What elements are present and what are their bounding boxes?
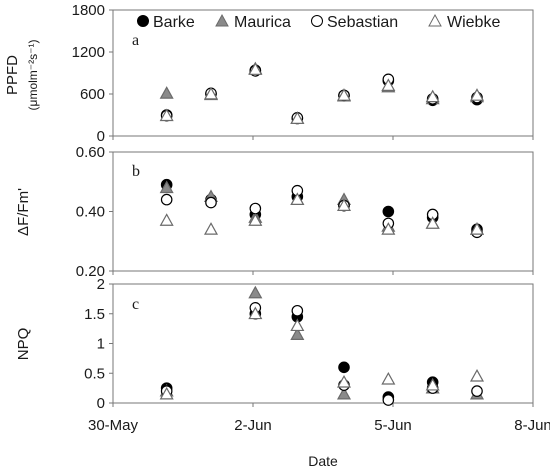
point-c-barke [338, 361, 350, 374]
point-b-wiebke [248, 213, 263, 226]
panel-b-ytick-label: 0.40 [76, 204, 105, 221]
point-b-wiebke [336, 198, 352, 211]
panel-b-frame [112, 151, 534, 272]
panel-c-letter: c [132, 296, 139, 313]
point-c-maurica [248, 285, 263, 299]
point-b-maurica [159, 180, 174, 194]
point-c-wiebke [381, 371, 396, 385]
panel-c-ylabel: NPQ [15, 328, 32, 361]
x-tick-label: 30-May [88, 417, 139, 434]
panel-c-ytick-label: 2 [97, 276, 105, 293]
point-c-wiebke [336, 374, 352, 388]
panel-a-letter: a [132, 32, 139, 49]
point-a-maurica [159, 86, 174, 99]
legend-marker-maurica [215, 13, 229, 27]
panel-b-letter: b [132, 163, 140, 180]
point-c-sebastian [382, 394, 395, 406]
x-tick-label: 2-Jun [234, 417, 272, 434]
legend-marker-barke [137, 15, 149, 27]
legend-label-sebastian: Sebastian [327, 14, 398, 31]
legend-label-wiebke: Wiebke [447, 14, 500, 31]
panel-c-ytick-label: 1.5 [84, 306, 105, 323]
point-b-wiebke [203, 222, 219, 235]
point-a-wiebke [469, 88, 485, 101]
panel-c-frame [112, 283, 534, 404]
legend-label-barke: Barke [153, 14, 195, 31]
point-b-wiebke [159, 213, 174, 226]
point-b-sebastian [249, 202, 262, 215]
point-a-wiebke [290, 111, 305, 124]
panel-a-frame [112, 9, 534, 137]
panel-a-ylabel-unit: (μmolm⁻²s⁻¹) [26, 40, 40, 111]
legend: Barke Maurica Sebastian Wiebke [137, 13, 500, 31]
legend-label-maurica: Maurica [234, 14, 291, 31]
point-a-wiebke [336, 88, 352, 101]
panel-c-ytick-label: 0.5 [84, 365, 105, 382]
panel-a-ytick-label: 600 [80, 86, 105, 103]
point-c-wiebke [159, 386, 174, 400]
panel-a-ytick-label: 1800 [72, 2, 105, 19]
x-tick-label: 5-Jun [374, 417, 412, 434]
point-a-wiebke [203, 86, 219, 100]
panel-b-ytick-label: 0.60 [76, 144, 105, 161]
panel-b-ytick-label: 0.20 [76, 263, 105, 280]
point-c-sebastian [291, 304, 304, 317]
point-b-wiebke [425, 216, 440, 229]
point-a-wiebke [381, 78, 396, 92]
point-c-sebastian [471, 385, 483, 397]
point-a-wiebke [248, 62, 263, 75]
point-b-sebastian [205, 196, 217, 209]
point-a-wiebke [159, 108, 174, 122]
x-tick-label: 8-Jun [514, 417, 550, 434]
point-c-maurica [336, 386, 352, 400]
panel-c-ytick-label: 0 [97, 395, 105, 412]
panel-a-ytick-label: 1200 [72, 44, 105, 61]
panel-b-ylabel: ΔF/Fm' [15, 188, 32, 236]
point-c-wiebke [248, 306, 263, 320]
legend-marker-sebastian [311, 15, 323, 27]
panel-c-ytick-label: 1 [97, 336, 105, 353]
point-c-wiebke [469, 368, 485, 382]
point-b-wiebke [381, 222, 396, 235]
point-c-maurica [290, 327, 305, 340]
point-b-barke [382, 205, 395, 218]
point-c-wiebke [425, 377, 440, 391]
point-c-wiebke [290, 318, 305, 332]
panel-a-ylabel: PPFD [4, 55, 21, 95]
point-b-sebastian [160, 193, 173, 206]
point-b-wiebke [290, 192, 305, 205]
point-b-wiebke [469, 222, 485, 235]
point-a-wiebke [425, 89, 440, 103]
legend-marker-wiebke [428, 13, 442, 27]
x-axis-label: Date [308, 453, 338, 469]
panel-a-ytick-label: 0 [97, 128, 105, 145]
